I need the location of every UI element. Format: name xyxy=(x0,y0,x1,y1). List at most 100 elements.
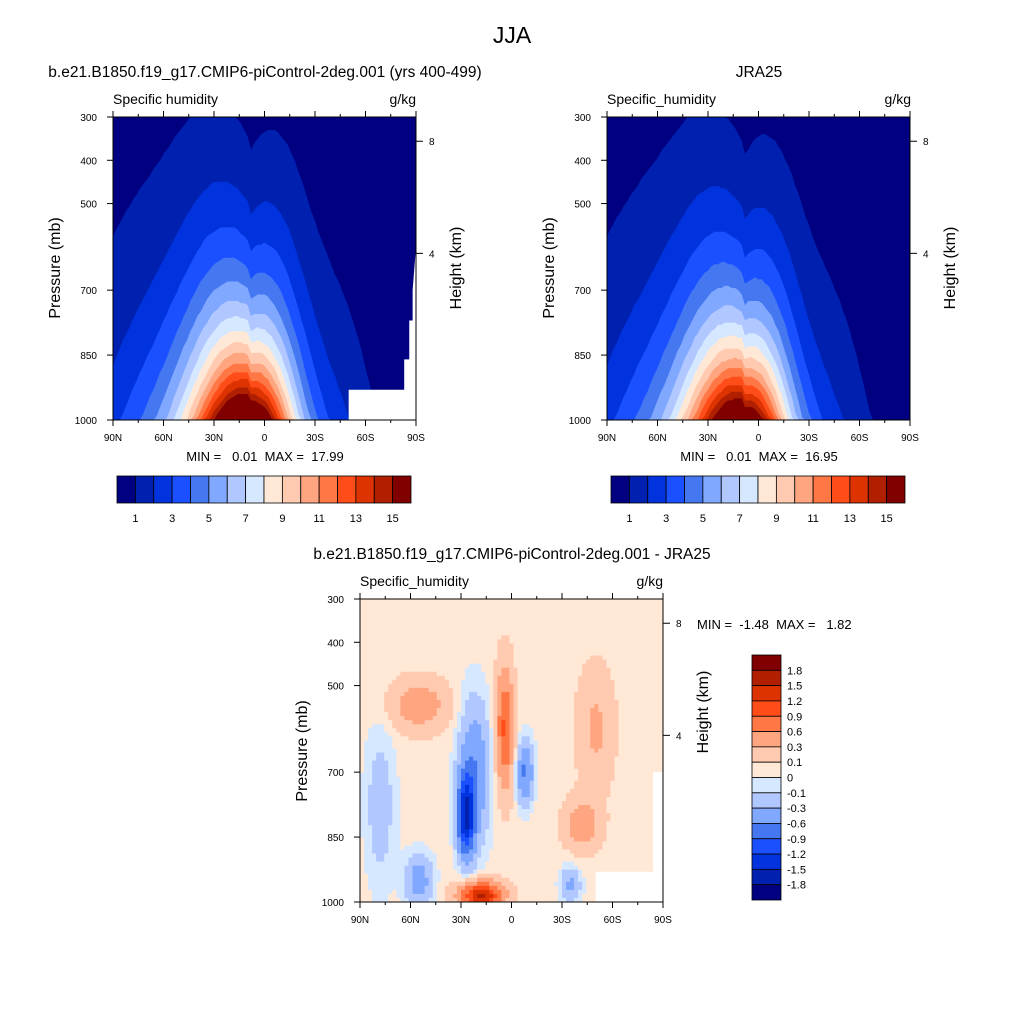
diff-cell xyxy=(578,788,583,794)
diff-cell xyxy=(493,845,498,850)
diff-cell xyxy=(436,712,442,717)
diff-cell xyxy=(505,611,510,616)
diff-cell xyxy=(424,865,430,871)
diff-cell xyxy=(408,631,413,636)
diff-cell xyxy=(598,756,603,761)
diff-cell xyxy=(598,772,603,778)
diff-cell xyxy=(533,825,539,830)
diff-cell xyxy=(424,877,430,883)
diff-cell xyxy=(493,861,498,867)
diff-cell xyxy=(428,631,434,636)
diff-cell xyxy=(529,655,535,660)
diff-cell xyxy=(444,788,450,794)
diff-cell xyxy=(578,639,583,644)
diff-cell xyxy=(408,792,413,798)
diff-cell xyxy=(517,817,522,822)
panel2-title: JRA25 xyxy=(736,64,783,81)
diff-cell xyxy=(481,865,486,871)
diff-cell xyxy=(521,611,527,616)
diff-cell xyxy=(525,695,531,701)
diff-cell xyxy=(404,732,409,737)
diff-cell xyxy=(424,849,430,854)
diff-cell xyxy=(553,849,559,854)
x-tick-label: 30S xyxy=(306,433,324,444)
diff-cell xyxy=(444,631,450,636)
diff-cell xyxy=(574,853,579,858)
diff-cell xyxy=(465,744,470,749)
diff-cell xyxy=(517,659,522,665)
diff-cell xyxy=(473,889,478,895)
diff-cell xyxy=(473,768,478,774)
diff-cell xyxy=(505,732,510,737)
diff-cell xyxy=(448,599,454,604)
diff-cell xyxy=(562,833,567,838)
diff-cell xyxy=(525,635,531,640)
diff-cell xyxy=(412,869,417,875)
diff-cell xyxy=(549,720,555,725)
diff-cell xyxy=(521,728,527,733)
diff-cell xyxy=(432,736,438,741)
diff-cell xyxy=(594,813,599,818)
diff-cell xyxy=(485,659,490,665)
diff-cell xyxy=(525,784,531,790)
diff-cell xyxy=(545,659,551,665)
diff-cell xyxy=(586,760,591,766)
diff-cell xyxy=(501,821,506,826)
diff-cell xyxy=(501,611,506,616)
diff-cell xyxy=(557,752,563,757)
diff-cell xyxy=(485,744,490,749)
diff-cell xyxy=(529,744,535,749)
diff-cell xyxy=(481,615,486,620)
diff-cell xyxy=(602,821,607,826)
diff-cell xyxy=(541,607,547,612)
diff-cell xyxy=(364,695,369,701)
diff-cell xyxy=(461,663,466,669)
diff-cell xyxy=(537,631,543,636)
diff-cell xyxy=(428,825,434,830)
panel1-left-label: Specific humidity xyxy=(113,91,218,107)
diff-cell xyxy=(598,611,603,616)
diff-cell xyxy=(497,849,502,854)
diff-cell xyxy=(424,873,430,879)
diff-cell xyxy=(517,885,522,891)
diff-cell xyxy=(537,615,543,620)
diff-cell xyxy=(469,780,474,786)
contour-level-15 xyxy=(607,398,910,420)
diff-cell xyxy=(610,603,615,608)
diff-cell xyxy=(493,865,498,871)
diff-cell xyxy=(360,716,365,721)
diff-cell xyxy=(610,740,615,745)
diff-cell xyxy=(525,772,531,778)
diff-cell xyxy=(578,627,583,632)
diff-cell xyxy=(400,748,405,753)
diff-cell xyxy=(424,712,430,717)
diff-cell xyxy=(416,817,421,822)
diff-cell xyxy=(598,663,603,669)
diff-cell xyxy=(545,861,551,867)
diff-cell xyxy=(574,825,579,830)
diff-cell xyxy=(388,659,393,665)
diff-cell xyxy=(456,647,462,652)
diff-cell xyxy=(509,829,514,834)
diff-cell xyxy=(461,833,466,838)
diff-cell xyxy=(582,695,587,701)
diff-cell xyxy=(493,873,498,879)
diff-cell xyxy=(400,724,405,729)
diff-cell xyxy=(489,611,494,616)
diff-cell xyxy=(408,893,413,899)
diff-cell xyxy=(368,788,373,794)
diff-cell xyxy=(553,623,559,628)
diff-cell xyxy=(549,792,555,798)
diff-cell xyxy=(606,796,611,802)
diff-cell xyxy=(541,740,547,745)
diff-cell xyxy=(436,740,442,745)
diff-cell xyxy=(440,704,446,709)
diff-cell xyxy=(376,611,381,616)
diff-cell xyxy=(400,671,405,677)
diff-cell xyxy=(456,837,462,842)
diff-cell xyxy=(432,809,438,814)
diff-cell xyxy=(452,873,458,879)
diff-cell xyxy=(606,841,611,846)
diff-cell xyxy=(456,817,462,822)
diff-cell xyxy=(586,861,591,867)
